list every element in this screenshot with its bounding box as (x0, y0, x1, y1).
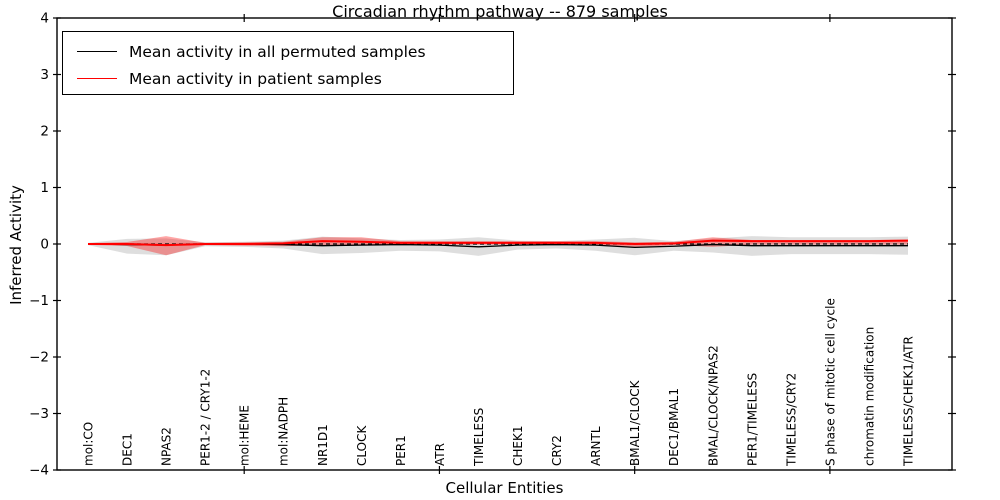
legend-item-permuted: Mean activity in all permuted samples (77, 38, 513, 65)
x-category-label: mol:NADPH (277, 397, 291, 466)
y-tick-label: 0 (40, 237, 49, 253)
y-tick-label: −4 (29, 463, 49, 479)
x-category-label: TIMELESS/CHEK1/ATR (902, 336, 916, 467)
y-tick-label: 2 (40, 124, 49, 140)
x-category-label: DEC1/BMAL1 (667, 388, 681, 466)
x-category-label: DEC1 (121, 433, 135, 466)
y-axis-title: Inferred Activity (7, 185, 25, 305)
chart-title: Circadian rhythm pathway -- 879 samples (332, 2, 668, 21)
x-category-label: TIMELESS/CRY2 (784, 373, 798, 467)
y-tick-label: −1 (29, 293, 49, 309)
legend-label-patient: Mean activity in patient samples (129, 69, 382, 88)
x-category-label: ARNTL (589, 426, 603, 466)
x-category-label: PER1-2 / CRY1-2 (199, 369, 213, 466)
patient-mean-line (88, 239, 909, 247)
y-tick-label: 3 (40, 67, 49, 83)
x-category-label: TIMELESS (472, 408, 486, 467)
x-category-label: chromatin modification (862, 327, 876, 466)
y-tick-label: −3 (29, 406, 49, 422)
y-tick-label: 1 (40, 180, 49, 196)
legend-item-patient: Mean activity in patient samples (77, 65, 513, 92)
x-category-label: CHEK1 (511, 426, 525, 467)
x-category-label: NR1D1 (316, 424, 330, 466)
x-category-label: CLOCK (355, 425, 369, 466)
y-tick-label: 4 (40, 11, 49, 27)
x-category-label: BMAL/CLOCK/NPAS2 (706, 345, 720, 466)
x-category-label: NPAS2 (160, 427, 174, 466)
y-tick-label: −2 (29, 350, 49, 366)
x-axis-title: Cellular Entities (445, 479, 564, 497)
legend: Mean activity in all permuted samples Me… (62, 31, 514, 95)
x-category-label: S phase of mitotic cell cycle (823, 298, 837, 466)
x-category-label: PER1/TIMELESS (745, 373, 759, 466)
x-category-label: PER1 (394, 435, 408, 466)
legend-label-permuted: Mean activity in all permuted samples (129, 42, 426, 61)
x-category-label: CRY2 (550, 435, 564, 466)
x-category-label: mol:CO (82, 422, 96, 466)
x-category-label: BMAL1/CLOCK (628, 379, 642, 466)
permuted-line-swatch (77, 51, 117, 52)
patient-line-swatch (77, 78, 117, 79)
x-category-label: mol:HEME (238, 405, 252, 466)
x-category-label: ATR (433, 443, 447, 466)
